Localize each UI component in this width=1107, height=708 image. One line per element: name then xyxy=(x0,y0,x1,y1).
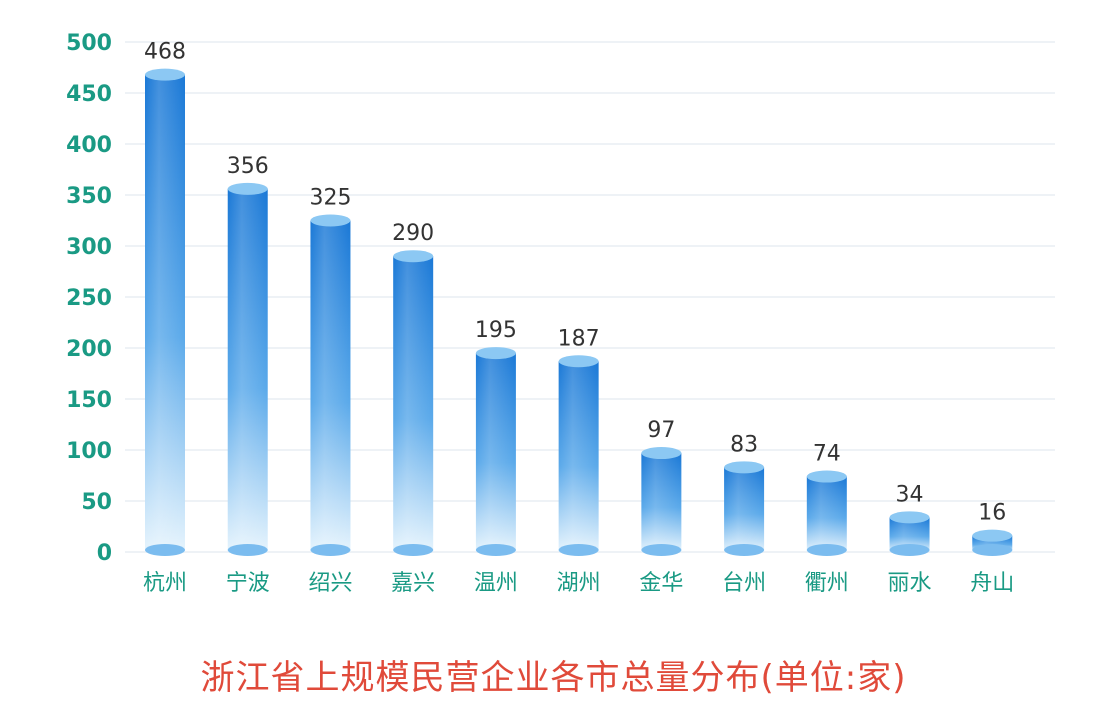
chart-title: 浙江省上规模民营企业各市总量分布(单位:家) xyxy=(200,658,907,698)
bar-top xyxy=(889,511,930,524)
bar-top xyxy=(310,214,351,227)
value-label: 187 xyxy=(558,326,600,351)
value-label: 290 xyxy=(392,221,434,246)
category-label: 丽水 xyxy=(888,571,932,596)
value-label: 325 xyxy=(309,186,351,211)
bar-top xyxy=(227,182,268,195)
y-tick-label: 150 xyxy=(66,388,112,413)
bar-base xyxy=(227,544,268,556)
bar-base xyxy=(145,544,185,556)
bar-top xyxy=(806,470,847,483)
y-tick-label: 100 xyxy=(66,439,112,464)
bar-top xyxy=(972,529,1013,542)
bar-base xyxy=(724,544,765,556)
category-label: 衢州 xyxy=(805,571,849,596)
bar-base xyxy=(806,544,847,556)
y-tick-label: 450 xyxy=(66,82,112,107)
bar-top xyxy=(475,347,516,360)
value-label: 356 xyxy=(227,154,269,179)
y-tick-label: 400 xyxy=(66,133,112,158)
y-tick-label: 50 xyxy=(81,490,112,515)
y-tick-label: 200 xyxy=(66,337,112,362)
bar-base xyxy=(310,544,351,556)
bar-top xyxy=(641,447,682,460)
y-tick-label: 0 xyxy=(97,541,112,566)
y-tick-label: 350 xyxy=(66,184,112,209)
bar-top xyxy=(724,461,765,474)
y-tick-label: 250 xyxy=(66,286,112,311)
category-label: 湖州 xyxy=(557,571,601,596)
category-label: 绍兴 xyxy=(308,571,352,596)
value-label: 34 xyxy=(896,482,924,507)
bar-highlight xyxy=(393,256,434,552)
bar-highlight xyxy=(558,361,599,552)
category-label: 温州 xyxy=(474,571,518,596)
bar-highlight xyxy=(227,188,268,552)
value-label: 16 xyxy=(978,501,1006,526)
bar-highlight xyxy=(310,220,351,552)
bar-base xyxy=(558,544,599,556)
category-label: 舟山 xyxy=(970,571,1014,596)
category-label: 嘉兴 xyxy=(391,571,435,596)
bar-highlight xyxy=(806,476,847,552)
value-label: 83 xyxy=(730,432,758,457)
bar-base xyxy=(972,544,1013,556)
bar-highlight xyxy=(724,467,765,552)
bar-base xyxy=(475,544,516,556)
category-label: 金华 xyxy=(639,571,683,596)
bar-chart: 0 50 100 150 200 250 300 350 400 450 500 468 杭州 356 宁波… xyxy=(66,31,1055,596)
value-label: 195 xyxy=(475,318,517,343)
category-label: 杭州 xyxy=(143,571,187,596)
bar-highlight xyxy=(641,453,682,552)
value-label: 97 xyxy=(647,418,675,443)
bar-base xyxy=(889,544,930,556)
category-label: 宁波 xyxy=(226,571,270,596)
bar-top xyxy=(558,355,599,368)
bar-top xyxy=(145,68,185,81)
y-tick-label: 300 xyxy=(66,235,112,260)
bar-highlight xyxy=(475,353,516,552)
value-label: 468 xyxy=(144,40,186,65)
category-label: 台州 xyxy=(722,571,766,596)
bar-base xyxy=(641,544,682,556)
y-tick-label: 500 xyxy=(66,31,112,56)
bar-base xyxy=(393,544,434,556)
bar-highlight xyxy=(145,74,185,552)
bar-top xyxy=(393,250,434,263)
value-label: 74 xyxy=(813,442,841,467)
